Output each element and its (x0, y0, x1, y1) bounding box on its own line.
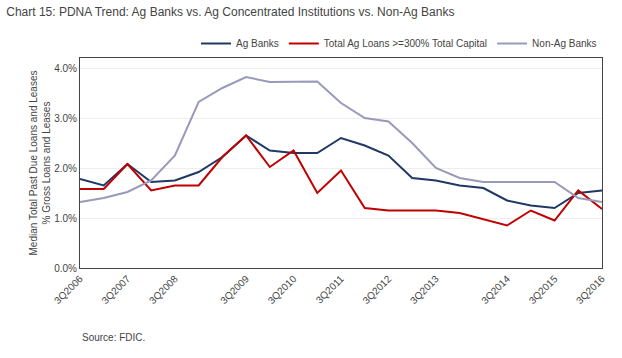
svg-text:3Q2008: 3Q2008 (147, 273, 180, 306)
svg-text:3.0%: 3.0% (54, 113, 77, 124)
svg-text:3Q2014: 3Q2014 (479, 273, 512, 306)
svg-text:Source: FDIC.: Source: FDIC. (82, 332, 145, 343)
svg-text:0.0%: 0.0% (54, 263, 77, 274)
svg-text:Ag Banks: Ag Banks (236, 38, 279, 49)
svg-text:3Q2015: 3Q2015 (527, 273, 560, 306)
svg-text:4.0%: 4.0% (54, 63, 77, 74)
svg-text:3Q2013: 3Q2013 (408, 273, 441, 306)
svg-text:Non-Ag Banks: Non-Ag Banks (532, 38, 596, 49)
svg-text:3Q2010: 3Q2010 (266, 273, 299, 306)
svg-text:Chart 15: PDNA Trend: Ag Banks: Chart 15: PDNA Trend: Ag Banks vs. Ag Co… (6, 5, 454, 19)
svg-text:Total Ag Loans >=300% Total Ca: Total Ag Loans >=300% Total Capital (324, 38, 487, 49)
svg-text:Median Total Past Due Loans an: Median Total Past Due Loans and Leases% … (28, 71, 52, 256)
svg-text:3Q2012: 3Q2012 (360, 273, 393, 306)
svg-text:2.0%: 2.0% (54, 163, 77, 174)
svg-text:3Q2009: 3Q2009 (218, 273, 251, 306)
svg-text:3Q2011: 3Q2011 (314, 273, 347, 306)
svg-text:3Q2007: 3Q2007 (99, 273, 132, 306)
svg-text:3Q2006: 3Q2006 (52, 273, 85, 306)
svg-text:1.0%: 1.0% (54, 213, 77, 224)
svg-text:3Q2016: 3Q2016 (574, 273, 607, 306)
